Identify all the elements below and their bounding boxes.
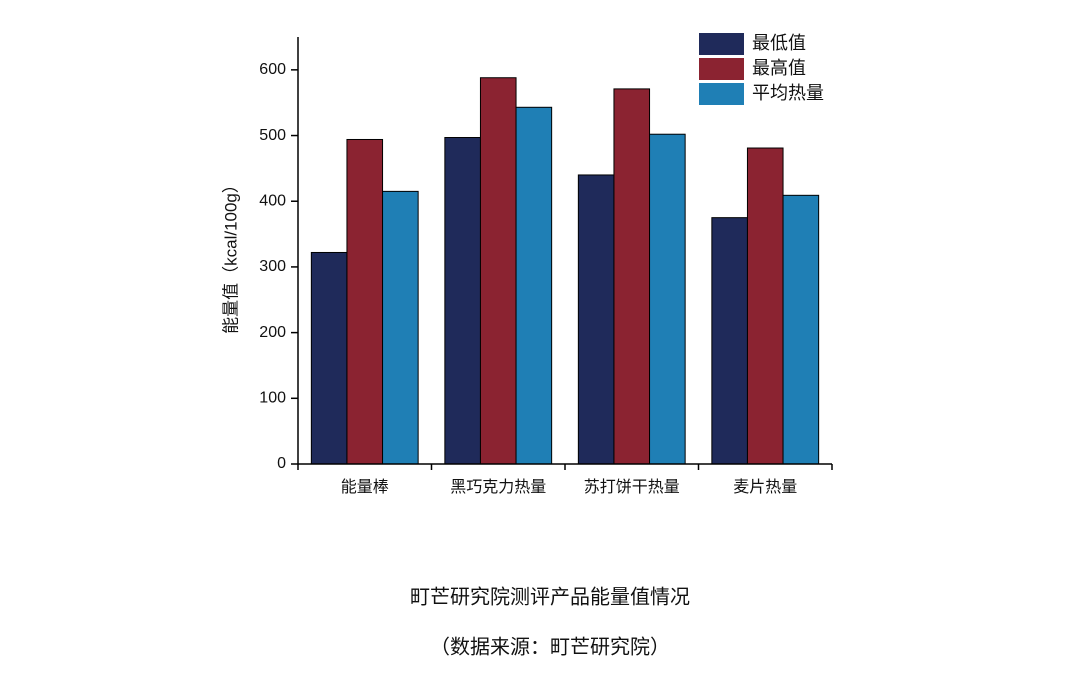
bar bbox=[310, 251, 348, 465]
y-tick-label: 200 bbox=[259, 324, 286, 341]
bar bbox=[444, 137, 481, 465]
legend-label: 最高值 bbox=[752, 58, 806, 78]
legend-swatch bbox=[699, 58, 744, 80]
bar bbox=[382, 190, 419, 465]
x-tick-label: 黑巧克力热量 bbox=[450, 478, 546, 496]
y-tick-label: 600 bbox=[259, 61, 286, 78]
legend-swatch bbox=[699, 83, 744, 105]
x-tick-label: 麦片热量 bbox=[733, 478, 797, 496]
bar bbox=[346, 138, 384, 465]
legend-label: 平均热量 bbox=[752, 83, 824, 103]
bar bbox=[746, 147, 784, 465]
bar bbox=[479, 77, 517, 465]
bar bbox=[613, 88, 651, 465]
y-axis-label: 能量值（kcal/100g） bbox=[221, 176, 240, 334]
bar bbox=[649, 133, 686, 465]
legend-label: 最低值 bbox=[752, 33, 806, 53]
legend-swatch bbox=[699, 33, 744, 55]
bar bbox=[711, 217, 748, 465]
bar bbox=[577, 174, 615, 465]
chart-title: 町芒研究院测评产品能量值情况 bbox=[410, 585, 690, 608]
y-tick-label: 500 bbox=[259, 127, 286, 144]
bar bbox=[782, 194, 820, 465]
y-tick-label: 0 bbox=[277, 455, 286, 472]
x-tick-label: 能量棒 bbox=[341, 478, 389, 496]
x-tick-label: 苏打饼干热量 bbox=[584, 478, 680, 496]
y-tick-label: 100 bbox=[259, 390, 286, 407]
bar bbox=[515, 106, 553, 465]
y-tick-label: 400 bbox=[259, 192, 286, 209]
chart-subtitle: （数据来源：町芒研究院） bbox=[430, 635, 670, 658]
y-tick-label: 300 bbox=[259, 258, 286, 275]
